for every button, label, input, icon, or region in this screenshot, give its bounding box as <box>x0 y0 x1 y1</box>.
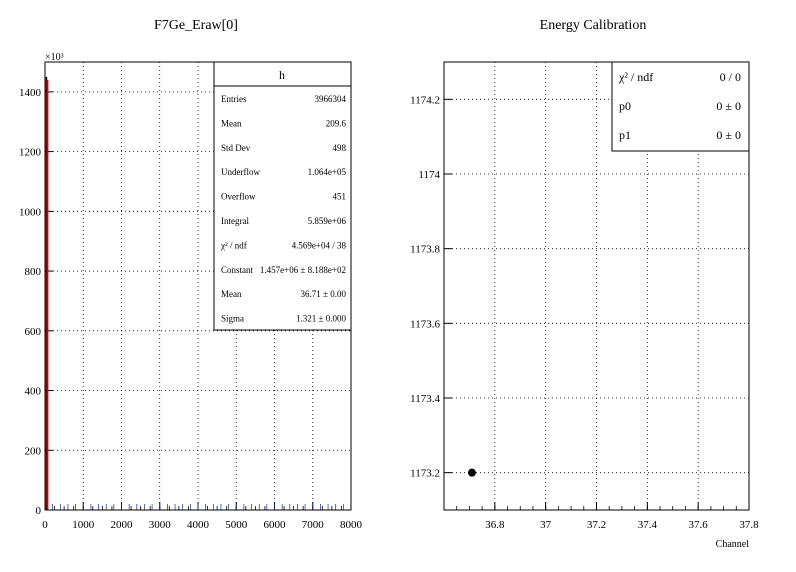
calibration-panel: Energy Calibration 36.8 37 37.2 37.4 37.6 37.… <box>410 18 759 550</box>
calibration-title: Energy Calibration <box>540 18 647 33</box>
x-tick-label: 6000 <box>264 519 287 531</box>
y-tick-label: 200 <box>25 445 42 457</box>
fit-row-label: p0 <box>619 99 631 113</box>
y-tick-label: 1173.2 <box>410 468 440 480</box>
calibration-x-label: Channel <box>716 539 750 550</box>
y-tick-label: 1174 <box>418 169 440 181</box>
stats-row-value: 3966304 <box>315 94 347 104</box>
stats-row-label: Constant <box>221 265 254 275</box>
calibration-stats-box: χ² / ndf 0 / 0 p0 0 ± 0 p1 0 ± 0 <box>611 61 750 152</box>
y-tick-label: 1173.8 <box>410 244 440 256</box>
stats-row-label: Mean <box>221 118 242 128</box>
x-tick-label: 7000 <box>302 519 325 531</box>
stats-row-value: 4.569e+04 / 38 <box>292 240 347 250</box>
histogram-panel: F7Ge_Eraw[0] 0 1000 2000 3000 4000 5000 6000 70… <box>19 18 363 531</box>
y-tick-label: 1174.2 <box>410 94 440 106</box>
x-tick-label: 2000 <box>111 519 134 531</box>
stats-row-value: 498 <box>333 143 347 153</box>
x-tick-label: 37 <box>540 519 552 531</box>
stats-box-frame <box>213 61 352 331</box>
fit-row-value: 0 ± 0 <box>716 99 741 113</box>
stats-row-value: 1.321 ± 0.000 <box>296 314 346 324</box>
y-tick-label: 800 <box>25 266 42 278</box>
histogram-y-multiplier: ×10³ <box>45 52 64 63</box>
stats-row-label: Overflow <box>221 192 256 202</box>
y-tick-label: 600 <box>25 326 42 338</box>
calibration-frame <box>443 61 750 511</box>
x-tick-label: 36.8 <box>485 519 505 531</box>
histogram-bars <box>44 76 352 510</box>
y-tick-label: 400 <box>25 386 42 398</box>
fit-box-frame <box>611 61 750 152</box>
stats-box-name: h <box>279 68 285 82</box>
x-tick-label: 5000 <box>225 519 248 531</box>
stats-row-label: χ² / ndf <box>220 240 247 250</box>
stats-row-label: Sigma <box>221 314 244 324</box>
x-tick-label: 37.8 <box>739 519 759 531</box>
stats-row-label: Std Dev <box>221 143 251 153</box>
calibration-axis-ticks: 36.8 37 37.2 37.4 37.6 37.8 1173.2 1173.4 1173.6… <box>410 94 759 531</box>
y-tick-label: 1200 <box>19 147 42 159</box>
y-tick-label: 1400 <box>19 87 42 99</box>
fit-row-value: 0 / 0 <box>720 70 741 84</box>
histogram-title: F7Ge_Eraw[0] <box>154 18 238 33</box>
fit-row-label: p1 <box>619 128 631 142</box>
stats-row-value: 5.859e+06 <box>308 216 347 226</box>
x-tick-label: 1000 <box>72 519 95 531</box>
histogram-stats-box: h Entries 3966304 Mean 209.6 Std Dev 498 Under… <box>213 61 352 331</box>
x-tick-label: 8000 <box>340 519 363 531</box>
calibration-point <box>467 468 476 477</box>
stats-row-value: 451 <box>333 192 347 202</box>
stats-row-value: 1.457e+06 ± 8.188e+02 <box>260 265 346 275</box>
x-tick-label: 37.2 <box>587 519 606 531</box>
stats-row-value: 209.6 <box>326 118 347 128</box>
y-tick-label: 1173.4 <box>410 393 440 405</box>
x-tick-label: 0 <box>42 519 48 531</box>
stats-row-value: 1.064e+05 <box>308 167 347 177</box>
histogram-axis-ticks: 0 1000 2000 3000 4000 5000 6000 7000 8000 0 200 400… <box>19 87 363 531</box>
stats-row-label: Integral <box>221 216 249 226</box>
stats-row-label: Entries <box>221 94 247 104</box>
y-tick-label: 1173.6 <box>410 318 440 330</box>
stats-row-label: Mean <box>221 289 242 299</box>
calibration-points <box>467 468 476 477</box>
fit-row-value: 0 ± 0 <box>716 128 741 142</box>
x-tick-label: 4000 <box>187 519 210 531</box>
x-tick-label: 3000 <box>149 519 172 531</box>
y-tick-label: 0 <box>36 505 42 517</box>
x-tick-label: 37.6 <box>689 519 709 531</box>
x-tick-label: 37.4 <box>638 519 658 531</box>
fit-row-label: χ² / ndf <box>618 70 653 84</box>
stats-row-label: Underflow <box>221 167 260 177</box>
y-tick-label: 1000 <box>19 206 42 218</box>
stats-row-value: 36.71 ± 0.00 <box>301 289 347 299</box>
